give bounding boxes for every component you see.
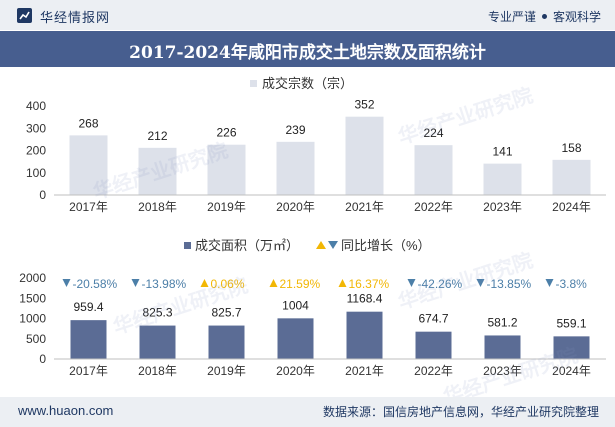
x-tick-label-area: 2024年 bbox=[552, 364, 591, 378]
charts-area: 成交宗数（宗） 0 100 200 300 400 268 2017年 212 2018年 226 2… bbox=[19, 76, 606, 378]
data-label-count: 268 bbox=[78, 116, 98, 130]
x-tick-label-area: 2019年 bbox=[207, 364, 246, 378]
growth-down-triangle-icon bbox=[62, 279, 71, 287]
data-label-area: 959.4 bbox=[73, 300, 103, 314]
x-tick-label-count: 2024年 bbox=[552, 200, 591, 214]
brand-name: 华经情报网 bbox=[40, 10, 111, 25]
data-label-count: 239 bbox=[285, 123, 305, 137]
growth-up-triangle-icon bbox=[338, 279, 347, 287]
title-bar: 2017-2024年咸阳市成交土地宗数及面积统计 bbox=[0, 31, 615, 67]
data-label-count: 224 bbox=[423, 126, 443, 140]
bar-area bbox=[553, 336, 590, 359]
growth-label: -13.85% bbox=[487, 277, 532, 291]
bar-count bbox=[207, 144, 246, 195]
data-label-area: 825.3 bbox=[142, 306, 172, 320]
bar-count bbox=[69, 135, 108, 195]
growth-up-triangle-icon bbox=[200, 279, 209, 287]
bar-count bbox=[138, 147, 177, 195]
x-tick-label-count: 2022年 bbox=[414, 200, 453, 214]
x-tick-label-count: 2018年 bbox=[138, 200, 177, 214]
growth-down-triangle-icon bbox=[545, 279, 554, 287]
growth-label: -13.98% bbox=[142, 277, 187, 291]
growth-label: -42.26% bbox=[418, 277, 463, 291]
data-label-area: 1004 bbox=[282, 298, 309, 312]
legend-down-triangle-icon bbox=[328, 241, 338, 249]
growth-label: 16.37% bbox=[349, 277, 390, 291]
y-tick-label-count: 300 bbox=[26, 121, 46, 135]
bar-count bbox=[276, 141, 315, 195]
y-tick-label-count: 100 bbox=[26, 166, 46, 180]
data-label-area: 581.2 bbox=[487, 315, 517, 329]
growth-down-triangle-icon bbox=[131, 279, 140, 287]
data-label-area: 1168.4 bbox=[347, 292, 383, 306]
data-label-count: 158 bbox=[561, 141, 581, 155]
x-tick-label-count: 2020年 bbox=[276, 200, 315, 214]
bar-area bbox=[208, 325, 245, 359]
y-tick-label-count: 0 bbox=[39, 188, 46, 202]
bar-area bbox=[70, 320, 107, 359]
data-label-count: 226 bbox=[216, 126, 236, 140]
logo-icon bbox=[17, 8, 32, 23]
slogan-right: 客观科学 bbox=[552, 10, 601, 24]
slogan-dot bbox=[541, 14, 547, 20]
x-tick-label-count: 2019年 bbox=[207, 200, 246, 214]
y-tick-label-area: 1500 bbox=[19, 291, 46, 305]
x-tick-label-area: 2018年 bbox=[138, 364, 177, 378]
bar-count bbox=[414, 145, 453, 195]
data-label-count: 352 bbox=[354, 98, 374, 112]
growth-label: -20.58% bbox=[73, 277, 118, 291]
bar-count bbox=[345, 116, 384, 195]
slogan-left: 专业严谨 bbox=[487, 10, 536, 24]
data-label-area: 674.7 bbox=[418, 312, 448, 326]
growth-down-triangle-icon bbox=[407, 279, 416, 287]
x-tick-label-count: 2017年 bbox=[69, 200, 108, 214]
bar-count bbox=[483, 163, 522, 195]
legend-label-growth: 同比增长（%） bbox=[341, 238, 431, 253]
slogan: 专业严谨 客观科学 bbox=[488, 8, 601, 25]
legend-up-triangle-icon bbox=[316, 241, 326, 249]
x-tick-label-count: 2023年 bbox=[483, 200, 522, 214]
y-tick-label-area: 2000 bbox=[19, 271, 46, 285]
growth-label: -3.8% bbox=[556, 277, 588, 291]
legend-swatch-count bbox=[250, 80, 257, 87]
legend-label-count: 成交宗数（宗） bbox=[262, 76, 353, 91]
top-bar: 华经情报网 专业严谨 客观科学 bbox=[0, 0, 615, 30]
bar-area bbox=[139, 325, 176, 359]
x-tick-label-area: 2022年 bbox=[414, 364, 453, 378]
growth-down-triangle-icon bbox=[476, 279, 485, 287]
legend-swatch-area bbox=[184, 242, 191, 249]
chart-title: 2017-2024年咸阳市成交土地宗数及面积统计 bbox=[129, 43, 486, 63]
growth-label: 0.06% bbox=[211, 277, 245, 291]
growth-up-triangle-icon bbox=[269, 279, 278, 287]
y-tick-label-area: 1000 bbox=[19, 312, 46, 326]
bar-area bbox=[484, 335, 521, 359]
y-tick-label-count: 200 bbox=[26, 144, 46, 158]
bar-area bbox=[277, 318, 314, 359]
y-tick-label-area: 0 bbox=[39, 352, 46, 366]
x-tick-label-area: 2021年 bbox=[345, 364, 384, 378]
site-url: www.huaon.com bbox=[18, 403, 114, 418]
footer-bar: www.huaon.com 数据来源：国信房地产信息网，华经产业研究院整理 bbox=[0, 397, 615, 427]
x-tick-label-count: 2021年 bbox=[345, 200, 384, 214]
bar-area bbox=[346, 311, 383, 359]
legend-label-area: 成交面积（万㎡） bbox=[195, 238, 299, 253]
data-source: 数据来源：国信房地产信息网，华经产业研究院整理 bbox=[322, 405, 599, 419]
data-label-area: 825.7 bbox=[211, 306, 241, 320]
bar-area bbox=[415, 331, 452, 359]
bar-count bbox=[552, 159, 591, 195]
x-tick-label-area: 2020年 bbox=[276, 364, 315, 378]
y-tick-label-count: 400 bbox=[26, 99, 46, 113]
x-tick-label-area: 2023年 bbox=[483, 364, 522, 378]
x-tick-label-area: 2017年 bbox=[69, 364, 108, 378]
data-label-area: 559.1 bbox=[556, 316, 586, 330]
data-label-count: 212 bbox=[147, 129, 167, 143]
y-tick-label-area: 500 bbox=[26, 332, 46, 346]
data-label-count: 141 bbox=[492, 145, 512, 159]
growth-label: 21.59% bbox=[280, 277, 321, 291]
